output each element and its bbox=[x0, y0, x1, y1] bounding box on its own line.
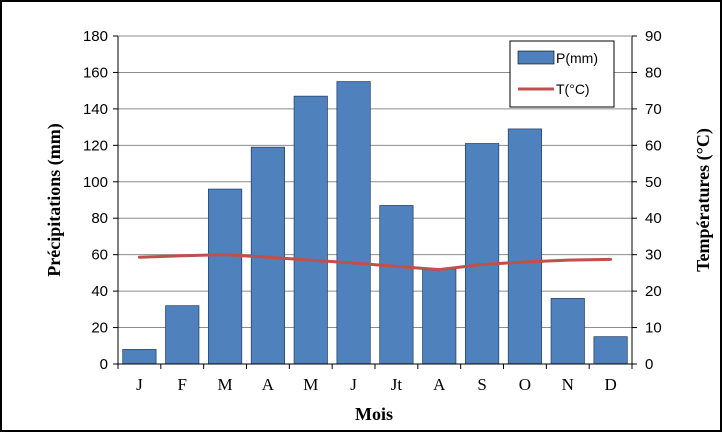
category-label: J bbox=[136, 375, 143, 394]
bar-series bbox=[122, 81, 628, 365]
category-label: M bbox=[303, 375, 318, 394]
left-tick-label: 120 bbox=[83, 137, 108, 154]
bar bbox=[122, 349, 157, 365]
left-tick-label: 60 bbox=[91, 247, 108, 264]
right-tick-label: 30 bbox=[645, 247, 662, 264]
legend: P(mm) T(°C) bbox=[509, 40, 615, 108]
left-tick-label: 100 bbox=[83, 174, 108, 191]
left-tick-label: 0 bbox=[100, 356, 108, 373]
right-tick-label: 90 bbox=[645, 28, 662, 45]
right-tick-label: 10 bbox=[645, 320, 662, 337]
category-label: F bbox=[178, 375, 187, 394]
category-label: D bbox=[604, 375, 616, 394]
category-label: J bbox=[350, 375, 357, 394]
y-axis-title: Précipitations (mm) bbox=[44, 123, 65, 276]
category-label: A bbox=[262, 375, 275, 394]
legend-bar-label: P(mm) bbox=[556, 50, 598, 66]
axes bbox=[113, 35, 637, 369]
category-label: M bbox=[218, 375, 233, 394]
bar bbox=[250, 146, 285, 365]
x-axis-title: Mois bbox=[355, 404, 393, 424]
right-tick-label: 80 bbox=[645, 64, 662, 81]
bar bbox=[550, 298, 585, 365]
bar bbox=[593, 336, 628, 365]
left-tick-label: 80 bbox=[91, 210, 108, 227]
right-tick-label: 70 bbox=[645, 101, 662, 118]
temperature-line bbox=[137, 253, 613, 272]
line-series bbox=[137, 253, 613, 272]
category-label: O bbox=[519, 375, 531, 394]
legend-line-label: T(°C) bbox=[556, 81, 590, 97]
right-tick-label: 50 bbox=[645, 174, 662, 191]
category-label: S bbox=[477, 375, 486, 394]
category-label: N bbox=[562, 375, 574, 394]
right-tick-label: 40 bbox=[645, 210, 662, 227]
right-tick-label: 20 bbox=[645, 283, 662, 300]
left-tick-label: 180 bbox=[83, 28, 108, 45]
right-tick-label: 60 bbox=[645, 137, 662, 154]
category-labels: J F M A M J Jt A S O N D bbox=[136, 375, 617, 394]
category-label: Jt bbox=[391, 375, 403, 394]
legend-bar-swatch bbox=[517, 50, 555, 65]
bar bbox=[208, 188, 243, 365]
bar bbox=[379, 205, 414, 365]
y2-axis-title: Températures (°C) bbox=[693, 128, 714, 272]
category-label: A bbox=[433, 375, 446, 394]
bar bbox=[165, 305, 200, 365]
bar bbox=[293, 95, 328, 365]
bar bbox=[465, 143, 500, 365]
right-tick-label: 0 bbox=[645, 356, 653, 373]
left-tick-label: 20 bbox=[91, 320, 108, 337]
bar bbox=[422, 268, 457, 365]
left-tick-label: 160 bbox=[83, 64, 108, 81]
left-tick-label: 140 bbox=[83, 101, 108, 118]
left-tick-labels: 0 20 40 60 80 100 120 140 160 180 bbox=[83, 28, 108, 373]
right-tick-labels: 0 10 20 30 40 50 60 70 80 90 bbox=[645, 28, 662, 373]
bar bbox=[336, 81, 371, 365]
bar bbox=[507, 128, 542, 365]
left-tick-label: 40 bbox=[91, 283, 108, 300]
